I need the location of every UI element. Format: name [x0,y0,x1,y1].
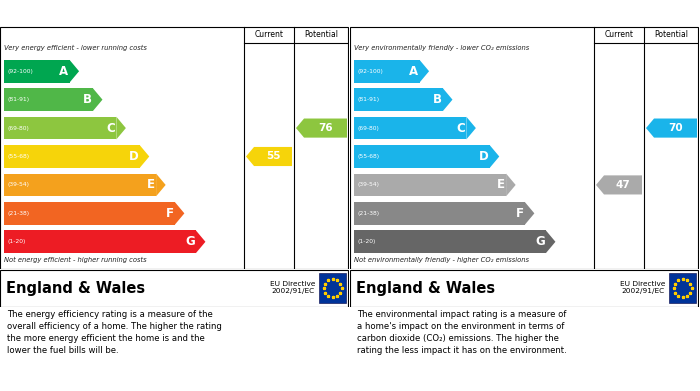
Text: B: B [83,93,92,106]
Polygon shape [596,176,642,194]
Polygon shape [546,230,555,253]
Text: B: B [433,93,442,106]
Bar [4,117,116,140]
Text: 70: 70 [668,123,682,133]
Text: (92-100): (92-100) [7,69,33,74]
Text: 76: 76 [318,123,332,133]
Polygon shape [93,88,102,111]
Text: (81-91): (81-91) [7,97,29,102]
Text: G: G [185,235,195,248]
Text: England & Wales: England & Wales [6,280,145,296]
Bar [354,202,525,225]
Text: 55: 55 [266,151,280,161]
Polygon shape [419,60,429,83]
Text: (92-100): (92-100) [357,69,383,74]
Text: Very energy efficient - lower running costs: Very energy efficient - lower running co… [4,45,147,51]
Text: Potential: Potential [654,30,689,39]
Text: EU Directive
2002/91/EC: EU Directive 2002/91/EC [270,282,315,294]
Text: (1-20): (1-20) [7,239,25,244]
Polygon shape [443,88,452,111]
Text: Not environmentally friendly - higher CO₂ emissions: Not environmentally friendly - higher CO… [354,257,529,263]
Bar [669,273,696,303]
Text: (21-38): (21-38) [7,211,29,216]
Text: Not energy efficient - higher running costs: Not energy efficient - higher running co… [4,257,146,263]
Text: 47: 47 [615,180,631,190]
Text: (55-68): (55-68) [357,154,379,159]
Bar [4,230,196,253]
Text: (39-54): (39-54) [357,183,379,187]
Polygon shape [490,145,499,168]
Text: EU Directive
2002/91/EC: EU Directive 2002/91/EC [620,282,665,294]
Bar [354,145,490,168]
Text: (69-80): (69-80) [357,126,379,131]
Text: The energy efficiency rating is a measure of the
overall efficiency of a home. T: The energy efficiency rating is a measur… [7,310,222,355]
Text: F: F [516,207,524,220]
Text: (81-91): (81-91) [357,97,379,102]
Text: D: D [479,150,489,163]
Text: Current: Current [605,30,634,39]
Polygon shape [196,230,205,253]
Text: C: C [456,122,466,135]
Text: The environmental impact rating is a measure of
a home's impact on the environme: The environmental impact rating is a mea… [357,310,567,355]
Polygon shape [525,202,534,225]
Text: A: A [60,65,69,78]
Polygon shape [506,174,516,196]
Text: D: D [129,150,139,163]
Text: Very environmentally friendly - lower CO₂ emissions: Very environmentally friendly - lower CO… [354,45,529,51]
Bar [4,202,175,225]
Text: E: E [497,178,505,192]
Bar [4,174,156,196]
Polygon shape [466,117,476,140]
Bar [354,88,443,111]
Text: C: C [106,122,116,135]
Text: F: F [166,207,174,220]
Text: (39-54): (39-54) [7,183,29,187]
Text: (55-68): (55-68) [7,154,29,159]
Bar [354,60,419,83]
Text: Potential: Potential [304,30,339,39]
Text: (1-20): (1-20) [357,239,375,244]
Text: (69-80): (69-80) [7,126,29,131]
Text: Current: Current [255,30,284,39]
Polygon shape [69,60,79,83]
Text: E: E [147,178,155,192]
Text: G: G [535,235,545,248]
Bar [4,145,140,168]
Bar [4,60,69,83]
Polygon shape [646,118,697,138]
Bar [354,117,466,140]
Text: (21-38): (21-38) [357,211,379,216]
Text: Energy Efficiency Rating: Energy Efficiency Rating [6,8,159,18]
Bar [354,230,546,253]
Polygon shape [140,145,149,168]
Bar [354,174,506,196]
Polygon shape [175,202,184,225]
Bar [4,88,93,111]
Polygon shape [156,174,166,196]
Polygon shape [296,118,347,138]
Polygon shape [246,147,292,166]
Text: Environmental Impact (CO₂) Rating: Environmental Impact (CO₂) Rating [356,8,575,18]
Text: A: A [410,65,419,78]
Bar [319,273,346,303]
Polygon shape [116,117,126,140]
Text: England & Wales: England & Wales [356,280,495,296]
